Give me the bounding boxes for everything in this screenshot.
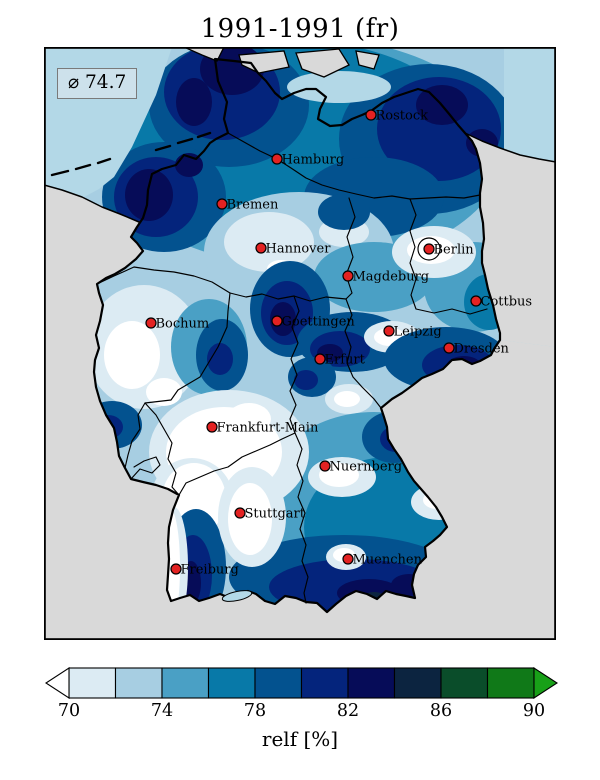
contour-region [377,77,501,181]
city-label-bochum: Bochum [156,317,210,332]
city-marker-magdeburg [342,270,354,282]
land-denmark [183,46,380,78]
diameter-symbol: ⌀ [68,72,80,93]
contour-region [224,212,314,272]
city-marker-hamburg [271,153,283,165]
contour-region [270,302,296,336]
contour-region [318,194,370,230]
contour-region [295,48,350,78]
city-marker-berlin [423,243,435,255]
contour-region [176,78,212,126]
city-layer: Rostock Hamburg Bremen Hannover Berlin Magdeb… [145,109,533,578]
contour-region [228,483,272,555]
colorbar-cell-76-78 [207,667,256,699]
city-label-leipzig: Leipzig [394,325,442,340]
city-marker-freiburg [170,563,182,575]
map-frame [43,46,557,641]
germany-contour-map: Rostock Hamburg Bremen Hannover Berlin Magdeb… [43,46,557,641]
berlin-city-outline [417,237,441,261]
colorbar-over-arrow [533,666,559,700]
city-marker-frankfurt-main [206,421,218,433]
colorbar [44,666,559,700]
city-marker-erfurt [314,353,326,365]
lake-constance [221,590,253,602]
contour-region [227,403,271,435]
colorbar-cell-88-90 [486,667,535,699]
city-label-magdeburg: Magdeburg [353,270,430,285]
colorbar-tick-82: 82 [336,701,360,721]
mean-value: 74.7 [85,72,127,93]
contour-region [294,370,318,390]
city-label-freiburg: Freiburg [181,563,239,578]
colorbar-tick-70: 70 [57,701,81,721]
city-marker-hannover [255,242,267,254]
colorbar-tick-86: 86 [429,701,453,721]
colorbar-cell-82-84 [347,667,396,699]
mean-badge: ⌀ 74.7 [57,68,138,99]
city-label-muenchen: Muenchen [353,553,423,568]
state-borders [96,132,488,604]
city-label-hannover: Hannover [266,242,332,257]
colorbar-cell-78-80 [254,667,303,699]
colorbar-tick-74: 74 [150,701,174,721]
colorbar-tick-78: 78 [243,701,267,721]
contour-region [334,391,360,407]
city-label-rostock: Rostock [376,109,429,124]
colorbar-cell-72-74 [114,667,163,699]
city-label-stuttgart: Stuttgart [245,507,306,522]
contour-region [238,50,290,74]
land-poland [465,133,556,347]
colorbar-cell-70-72 [68,667,117,699]
city-label-goettingen: Goettingen [282,315,356,330]
city-marker-leipzig [383,325,395,337]
city-label-bremen: Bremen [227,198,279,213]
city-marker-bochum [145,317,157,329]
city-marker-dresden [443,342,455,354]
city-label-dresden: Dresden [454,342,510,357]
city-label-berlin: Berlin [434,243,475,258]
contour-region [207,343,233,375]
contour-region [355,50,380,70]
contour-region [104,321,160,389]
colorbar-cell-84-86 [393,667,442,699]
colorbar-tick-90: 90 [522,701,546,721]
colorbar-tick-labels: 70 74 78 82 86 90 [0,701,600,723]
city-label-cottbus: Cottbus [481,295,533,310]
city-marker-goettingen [271,315,283,327]
colorbar-cell-74-76 [161,667,210,699]
city-marker-cottbus [470,295,482,307]
city-label-nuernberg: Nuernberg [330,460,403,475]
city-label-hamburg: Hamburg [282,153,345,168]
coastline-netherlands [43,184,140,223]
city-marker-stuttgart [234,507,246,519]
city-label-frankfurt-main: Frankfurt-Main [217,421,319,436]
figure-title: 1991-1991 (fr) [200,14,400,44]
wadden-islands [50,131,212,177]
city-marker-rostock [365,109,377,121]
land-west-south [44,185,556,640]
city-marker-nuernberg [319,460,331,472]
sea-patch [287,71,391,103]
coastline-poland [464,132,557,163]
contour-region [125,169,173,221]
colorbar-cell-86-88 [440,667,489,699]
colorbar-axis-label: relf [%] [261,727,339,751]
map-plot-area: Rostock Hamburg Bremen Hannover Berlin Magdeb… [43,46,557,641]
colorbar-under-arrow [44,666,70,700]
germany-outline [92,57,502,614]
contour-region [146,378,182,406]
city-marker-bremen [216,198,228,210]
city-marker-muenchen [342,553,354,565]
city-label-erfurt: Erfurt [325,353,366,368]
colorbar-cell-80-82 [300,667,349,699]
